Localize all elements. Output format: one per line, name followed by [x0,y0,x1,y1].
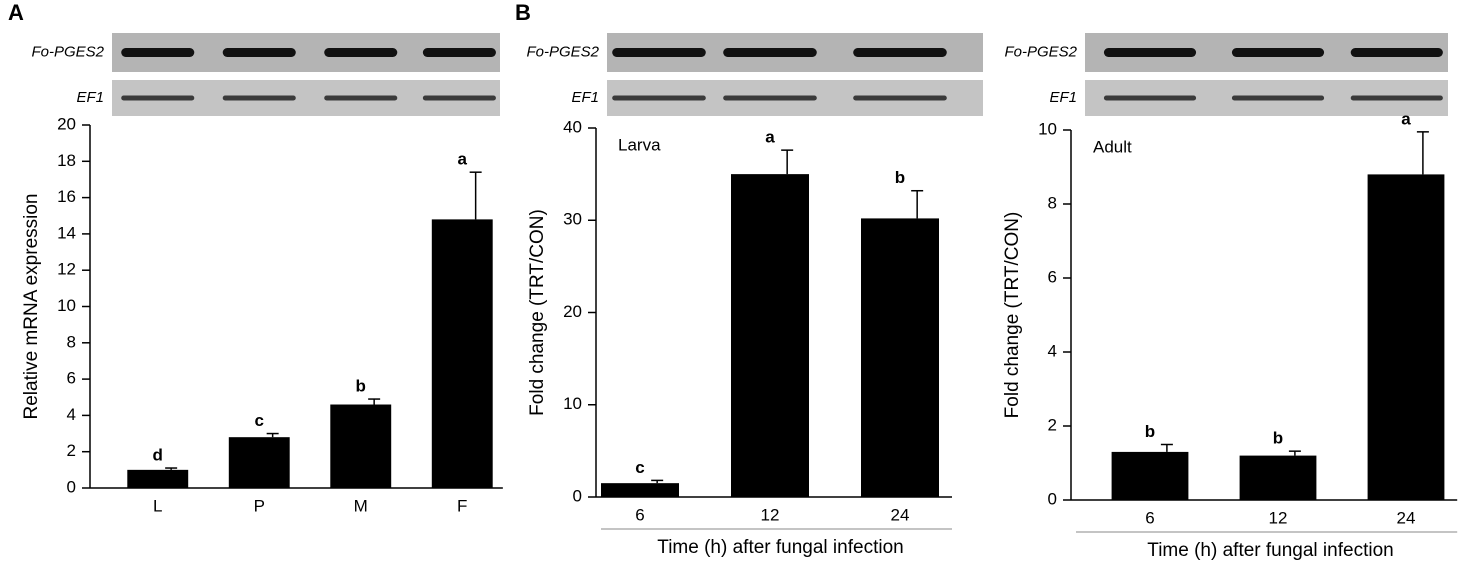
y-tick-label: 12 [57,260,76,279]
y-tick-label: 20 [57,114,76,133]
x-tick-label: M [354,496,368,515]
y-tick-label: 4 [67,405,76,424]
gel-label: Fo-PGES2 [526,43,599,60]
x-tick-label: 24 [1397,508,1416,527]
significance-letter: a [765,128,775,147]
x-tick-label: 24 [891,505,910,524]
bar [1239,455,1317,500]
gel-band [222,48,296,57]
gel-band [324,95,398,101]
bar [127,469,189,488]
significance-letter: b [1145,422,1155,441]
bar [861,218,939,497]
y-tick-label: 20 [563,302,582,321]
y-tick-label: 0 [67,477,76,496]
significance-letter: c [255,411,264,430]
y-tick-label: 30 [563,210,582,229]
y-tick-label: 40 [563,117,582,136]
gel-label: EF1 [1049,89,1077,106]
gel-band [1231,95,1325,101]
bar [330,404,392,488]
gel-band [1350,48,1443,57]
bar [431,219,493,488]
y-axis-label: Fold change (TRT/CON) [1002,212,1023,419]
gel-band [853,48,947,57]
y-tick-label: 10 [57,296,76,315]
bar [601,483,679,497]
gel-band [612,95,706,101]
significance-letter: a [458,150,468,169]
y-tick-label: 14 [57,223,76,242]
gel-band [422,48,496,57]
y-tick-label: 0 [1048,489,1057,508]
y-axis-label: Fold change (TRT/CON) [527,209,548,416]
significance-letter: c [635,458,644,477]
x-axis-label: Time (h) after fungal infection [657,537,903,558]
significance-letter: b [356,377,366,396]
gel-label: EF1 [571,89,599,106]
panel-annotation: Larva [618,135,661,154]
gel-band [422,95,496,101]
bar [228,437,290,488]
x-tick-label: 12 [761,505,780,524]
gel-label: EF1 [76,89,104,106]
x-tick-label: 6 [635,505,644,524]
significance-letter: b [1273,429,1283,448]
gel-band [121,48,195,57]
gel-band [324,48,398,57]
bar [1111,451,1189,500]
gel-band [723,48,817,57]
panel-label: A [8,0,24,25]
bar [1367,174,1445,500]
gel-band [723,95,817,101]
y-tick-label: 16 [57,187,76,206]
gel-band [222,95,296,101]
y-tick-label: 6 [1048,267,1057,286]
y-tick-label: 10 [1038,119,1057,138]
panel-annotation: Adult [1093,137,1132,156]
significance-letter: b [895,168,905,187]
y-tick-label: 8 [67,332,76,351]
gel-band [121,95,195,101]
x-tick-label: L [153,496,162,515]
gel-band [1350,95,1443,101]
y-tick-label: 2 [1048,415,1057,434]
gel-band [1103,95,1197,101]
gel-band [853,95,947,101]
significance-letter: d [153,446,163,465]
gel-band [612,48,706,57]
y-tick-label: 4 [1048,341,1057,360]
y-tick-label: 10 [563,394,582,413]
y-tick-label: 18 [57,151,76,170]
x-tick-label: 6 [1145,508,1154,527]
x-tick-label: P [254,496,265,515]
gel-label: Fo-PGES2 [1004,43,1077,60]
gel-band [1103,48,1197,57]
significance-letter: a [1401,109,1411,128]
y-tick-label: 8 [1048,193,1057,212]
x-axis-label: Time (h) after fungal infection [1147,540,1393,561]
bar [731,174,809,497]
y-tick-label: 2 [67,441,76,460]
gel-band [1231,48,1325,57]
x-tick-label: F [457,496,467,515]
y-axis-label: Relative mRNA expression [21,194,42,420]
gel-label: Fo-PGES2 [31,43,104,60]
panel-label: B [515,0,531,25]
y-tick-label: 6 [67,369,76,388]
y-tick-label: 0 [573,486,582,505]
x-tick-label: 12 [1269,508,1288,527]
